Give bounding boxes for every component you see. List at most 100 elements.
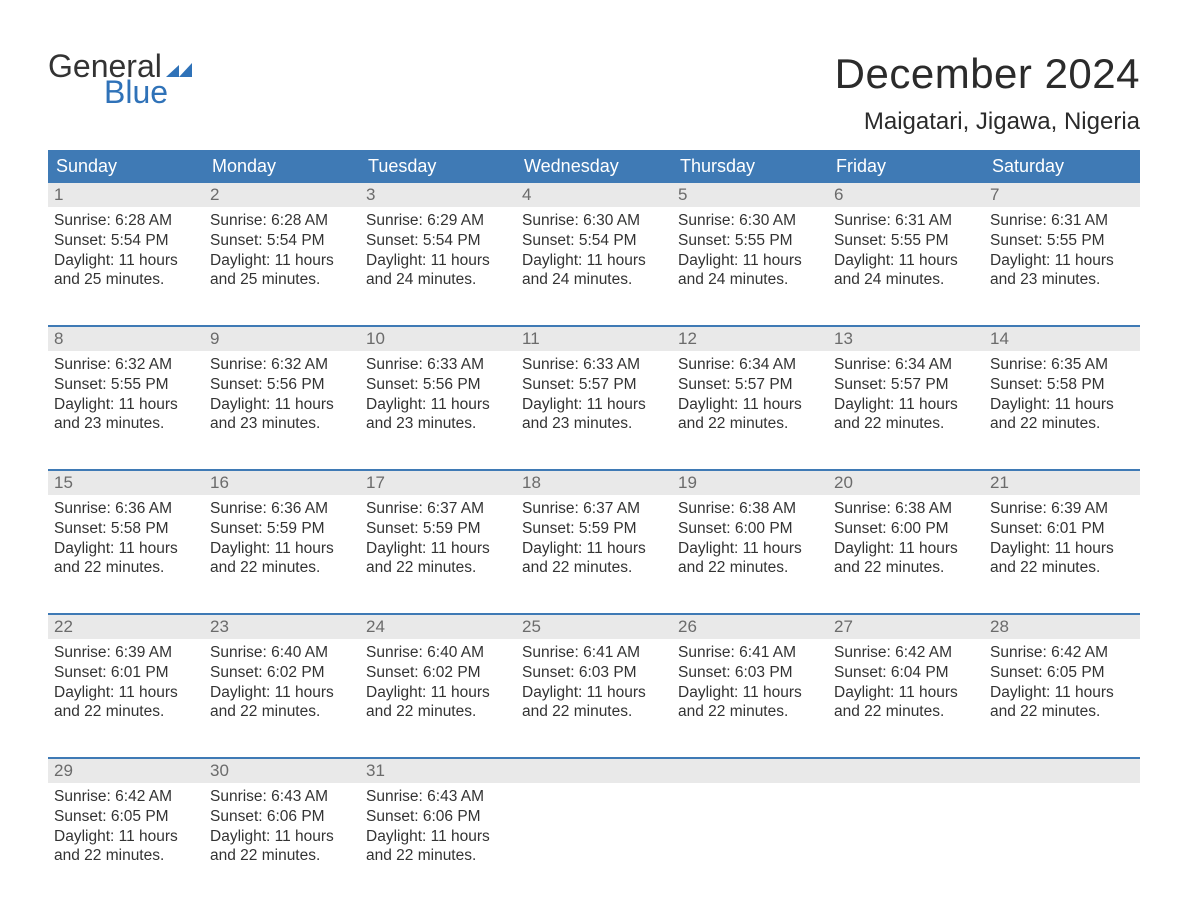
cell-body: Sunrise: 6:31 AMSunset: 5:55 PMDaylight:… bbox=[828, 207, 984, 292]
day-header: Wednesday bbox=[516, 150, 672, 183]
day-number: 31 bbox=[366, 761, 385, 780]
day-header: Tuesday bbox=[360, 150, 516, 183]
calendar-cell: 22Sunrise: 6:39 AMSunset: 6:01 PMDayligh… bbox=[48, 615, 204, 735]
day-number: 15 bbox=[54, 473, 73, 492]
calendar-cell: 2Sunrise: 6:28 AMSunset: 5:54 PMDaylight… bbox=[204, 183, 360, 303]
day-number: 12 bbox=[678, 329, 697, 348]
calendar-cell: 18 Sunrise: 6:37 AMSunset: 5:59 PMDayligh… bbox=[516, 471, 672, 591]
calendar-cell: 16Sunrise: 6:36 AMSunset: 5:59 PMDayligh… bbox=[204, 471, 360, 591]
calendar-cell: 21Sunrise: 6:39 AMSunset: 6:01 PMDayligh… bbox=[984, 471, 1140, 591]
calendar-cell: 30 Sunrise: 6:43 AMSunset: 6:06 PMDayligh… bbox=[204, 759, 360, 879]
day-header: Saturday bbox=[984, 150, 1140, 183]
cell-body: Sunrise: 6:29 AMSunset: 5:54 PMDaylight:… bbox=[360, 207, 516, 292]
cell-body: Sunrise: 6:40 AMSunset: 6:02 PMDaylight:… bbox=[204, 639, 360, 724]
day-number: 25 bbox=[522, 617, 541, 636]
cell-body: Sunrise: 6:43 AMSunset: 6:06 PMDaylight:… bbox=[204, 783, 360, 868]
day-number: 28 bbox=[990, 617, 1009, 636]
calendar-cell: 10Sunrise: 6:33 AMSunset: 5:56 PMDayligh… bbox=[360, 327, 516, 447]
calendar: SundayMondayTuesdayWednesdayThursdayFrid… bbox=[48, 150, 1140, 879]
day-number: 1 bbox=[54, 185, 63, 204]
calendar-week: 29 Sunrise: 6:42 AMSunset: 6:05 PMDayligh… bbox=[48, 757, 1140, 879]
cell-body: Sunrise: 6:36 AMSunset: 5:58 PMDaylight:… bbox=[48, 495, 204, 580]
calendar-cell: 5Sunrise: 6:30 AMSunset: 5:55 PMDaylight… bbox=[672, 183, 828, 303]
cell-body: Sunrise: 6:37 AMSunset: 5:59 PMDaylight:… bbox=[516, 495, 672, 580]
cell-body: Sunrise: 6:41 AMSunset: 6:03 PMDaylight:… bbox=[516, 639, 672, 724]
cell-body: Sunrise: 6:30 AMSunset: 5:55 PMDaylight:… bbox=[672, 207, 828, 292]
day-header-row: SundayMondayTuesdayWednesdayThursdayFrid… bbox=[48, 150, 1140, 183]
cell-body: Sunrise: 6:42 AMSunset: 6:04 PMDaylight:… bbox=[828, 639, 984, 724]
calendar-cell: 28 Sunrise: 6:42 AMSunset: 6:05 PMDayligh… bbox=[984, 615, 1140, 735]
day-number: 6 bbox=[834, 185, 843, 204]
brand-part2: Blue bbox=[104, 76, 192, 108]
day-number: 21 bbox=[990, 473, 1009, 492]
calendar-week: 8 Sunrise: 6:32 AMSunset: 5:55 PMDaylight… bbox=[48, 325, 1140, 447]
cell-body: Sunrise: 6:33 AMSunset: 5:57 PMDaylight:… bbox=[516, 351, 672, 436]
day-number: 19 bbox=[678, 473, 697, 492]
day-number: 2 bbox=[210, 185, 219, 204]
calendar-cell: 20Sunrise: 6:38 AMSunset: 6:00 PMDayligh… bbox=[828, 471, 984, 591]
cell-body: Sunrise: 6:41 AMSunset: 6:03 PMDaylight:… bbox=[672, 639, 828, 724]
cell-body: Sunrise: 6:32 AMSunset: 5:55 PMDaylight:… bbox=[48, 351, 204, 436]
calendar-cell: 8 Sunrise: 6:32 AMSunset: 5:55 PMDaylight… bbox=[48, 327, 204, 447]
calendar-cell: 19 Sunrise: 6:38 AMSunset: 6:00 PMDayligh… bbox=[672, 471, 828, 591]
day-number: 17 bbox=[366, 473, 385, 492]
calendar-week: 1 Sunrise: 6:28 AMSunset: 5:54 PMDaylight… bbox=[48, 183, 1140, 303]
day-header: Sunday bbox=[48, 150, 204, 183]
calendar-cell: . bbox=[672, 759, 828, 879]
cell-body: Sunrise: 6:34 AMSunset: 5:57 PMDaylight:… bbox=[672, 351, 828, 436]
day-header: Friday bbox=[828, 150, 984, 183]
day-number: 14 bbox=[990, 329, 1009, 348]
calendar-cell: 17 Sunrise: 6:37 AMSunset: 5:59 PMDayligh… bbox=[360, 471, 516, 591]
day-header: Thursday bbox=[672, 150, 828, 183]
location-label: Maigatari, Jigawa, Nigeria bbox=[835, 108, 1140, 136]
calendar-cell: . bbox=[516, 759, 672, 879]
day-number: 30 bbox=[210, 761, 229, 780]
cell-body: Sunrise: 6:42 AMSunset: 6:05 PMDaylight:… bbox=[984, 639, 1140, 724]
day-number: 4 bbox=[522, 185, 531, 204]
day-number: 18 bbox=[522, 473, 541, 492]
calendar-week: 22Sunrise: 6:39 AMSunset: 6:01 PMDayligh… bbox=[48, 613, 1140, 735]
calendar-cell: 25 Sunrise: 6:41 AMSunset: 6:03 PMDayligh… bbox=[516, 615, 672, 735]
calendar-week: 15 Sunrise: 6:36 AMSunset: 5:58 PMDayligh… bbox=[48, 469, 1140, 591]
flag-icon bbox=[166, 59, 192, 77]
day-number: 10 bbox=[366, 329, 385, 348]
calendar-cell: . bbox=[828, 759, 984, 879]
calendar-cell: 11 Sunrise: 6:33 AMSunset: 5:57 PMDayligh… bbox=[516, 327, 672, 447]
cell-body: Sunrise: 6:43 AMSunset: 6:06 PMDaylight:… bbox=[360, 783, 516, 868]
day-number: 23 bbox=[210, 617, 229, 636]
day-number: 8 bbox=[54, 329, 63, 348]
calendar-cell: 3 Sunrise: 6:29 AMSunset: 5:54 PMDaylight… bbox=[360, 183, 516, 303]
calendar-cell: 24 Sunrise: 6:40 AMSunset: 6:02 PMDayligh… bbox=[360, 615, 516, 735]
cell-body: Sunrise: 6:28 AMSunset: 5:54 PMDaylight:… bbox=[48, 207, 204, 292]
cell-body: Sunrise: 6:37 AMSunset: 5:59 PMDaylight:… bbox=[360, 495, 516, 580]
day-number: 16 bbox=[210, 473, 229, 492]
calendar-cell: 4 Sunrise: 6:30 AMSunset: 5:54 PMDaylight… bbox=[516, 183, 672, 303]
calendar-cell: 14 Sunrise: 6:35 AMSunset: 5:58 PMDayligh… bbox=[984, 327, 1140, 447]
cell-body: Sunrise: 6:42 AMSunset: 6:05 PMDaylight:… bbox=[48, 783, 204, 868]
day-number: 22 bbox=[54, 617, 73, 636]
day-number: 29 bbox=[54, 761, 73, 780]
calendar-cell: 12 Sunrise: 6:34 AMSunset: 5:57 PMDayligh… bbox=[672, 327, 828, 447]
day-number: 11 bbox=[522, 329, 540, 348]
calendar-cell: 23 Sunrise: 6:40 AMSunset: 6:02 PMDayligh… bbox=[204, 615, 360, 735]
day-number: 9 bbox=[210, 329, 219, 348]
calendar-cell: . bbox=[984, 759, 1140, 879]
day-number: 26 bbox=[678, 617, 697, 636]
calendar-cell: 9 Sunrise: 6:32 AMSunset: 5:56 PMDaylight… bbox=[204, 327, 360, 447]
calendar-cell: 27Sunrise: 6:42 AMSunset: 6:04 PMDayligh… bbox=[828, 615, 984, 735]
calendar-cell: 26 Sunrise: 6:41 AMSunset: 6:03 PMDayligh… bbox=[672, 615, 828, 735]
cell-body: Sunrise: 6:38 AMSunset: 6:00 PMDaylight:… bbox=[672, 495, 828, 580]
calendar-cell: 7Sunrise: 6:31 AMSunset: 5:55 PMDaylight… bbox=[984, 183, 1140, 303]
calendar-cell: 1 Sunrise: 6:28 AMSunset: 5:54 PMDaylight… bbox=[48, 183, 204, 303]
calendar-cell: 31 Sunrise: 6:43 AMSunset: 6:06 PMDayligh… bbox=[360, 759, 516, 879]
page-title: December 2024 bbox=[835, 50, 1140, 98]
cell-body: Sunrise: 6:32 AMSunset: 5:56 PMDaylight:… bbox=[204, 351, 360, 436]
cell-body: Sunrise: 6:35 AMSunset: 5:58 PMDaylight:… bbox=[984, 351, 1140, 436]
day-number: 24 bbox=[366, 617, 385, 636]
brand-logo: General Blue bbox=[48, 50, 192, 108]
day-number: 20 bbox=[834, 473, 853, 492]
day-header: Monday bbox=[204, 150, 360, 183]
day-number: 3 bbox=[366, 185, 375, 204]
cell-body: Sunrise: 6:40 AMSunset: 6:02 PMDaylight:… bbox=[360, 639, 516, 724]
cell-body: Sunrise: 6:30 AMSunset: 5:54 PMDaylight:… bbox=[516, 207, 672, 292]
